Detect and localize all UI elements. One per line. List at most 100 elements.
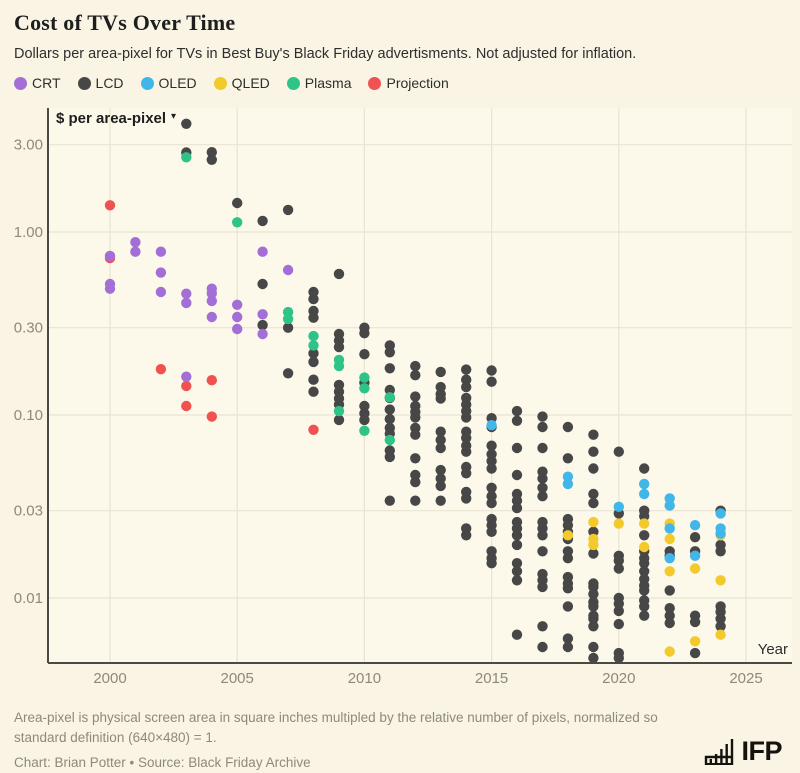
data-point-plasma[interactable] — [333, 360, 345, 372]
data-point-plasma[interactable] — [232, 217, 243, 228]
data-point-oled[interactable] — [486, 420, 497, 431]
data-point-lcd[interactable] — [410, 360, 421, 372]
data-point-qled[interactable] — [689, 563, 701, 574]
data-point-lcd[interactable] — [511, 502, 523, 514]
data-point-oled[interactable] — [664, 523, 675, 534]
data-point-lcd[interactable] — [384, 404, 395, 415]
data-point-crt[interactable] — [257, 309, 268, 320]
data-point-lcd[interactable] — [435, 434, 446, 446]
data-point-lcd[interactable] — [181, 118, 192, 129]
data-point-crt[interactable] — [181, 288, 192, 299]
data-point-lcd[interactable] — [384, 495, 395, 506]
data-point-qled[interactable] — [664, 533, 675, 545]
data-point-lcd[interactable] — [461, 374, 472, 385]
data-point-lcd[interactable] — [562, 421, 574, 433]
data-point-qled[interactable] — [689, 636, 701, 647]
data-point-plasma[interactable] — [282, 313, 294, 325]
data-point-lcd[interactable] — [588, 548, 599, 559]
data-point-lcd[interactable] — [384, 451, 395, 463]
data-point-lcd[interactable] — [486, 526, 497, 537]
data-point-lcd[interactable] — [562, 583, 574, 594]
data-point-lcd[interactable] — [486, 558, 497, 569]
data-point-lcd[interactable] — [461, 468, 472, 479]
data-point-lcd[interactable] — [461, 381, 472, 393]
data-point-lcd[interactable] — [282, 204, 294, 216]
data-point-lcd[interactable] — [435, 426, 446, 437]
data-point-lcd[interactable] — [537, 641, 548, 653]
data-point-lcd[interactable] — [639, 511, 650, 522]
data-point-lcd[interactable] — [511, 442, 523, 454]
data-point-lcd[interactable] — [511, 495, 523, 506]
data-point-lcd[interactable] — [461, 412, 472, 423]
data-point-lcd[interactable] — [206, 147, 217, 158]
data-point-lcd[interactable] — [613, 618, 624, 630]
data-point-lcd[interactable] — [359, 400, 370, 412]
data-point-lcd[interactable] — [562, 553, 574, 564]
data-point-crt[interactable] — [155, 286, 167, 298]
data-point-lcd[interactable] — [257, 319, 268, 331]
data-point-plasma[interactable] — [359, 425, 370, 436]
data-point-lcd[interactable] — [232, 197, 243, 209]
data-point-lcd[interactable] — [588, 652, 599, 664]
data-point-lcd[interactable] — [613, 446, 624, 457]
data-point-oled[interactable] — [639, 478, 650, 490]
data-point-plasma[interactable] — [308, 330, 319, 342]
data-point-lcd[interactable] — [613, 652, 624, 664]
data-point-oled[interactable] — [689, 520, 701, 531]
data-point-lcd[interactable] — [613, 555, 624, 566]
data-point-proj[interactable] — [181, 380, 192, 392]
data-point-proj[interactable] — [155, 364, 167, 375]
data-point-qled[interactable] — [715, 575, 726, 586]
data-point-lcd[interactable] — [588, 446, 599, 457]
data-point-lcd[interactable] — [588, 463, 599, 474]
data-point-lcd[interactable] — [384, 384, 395, 396]
data-point-lcd[interactable] — [308, 386, 319, 397]
data-point-lcd[interactable] — [537, 411, 548, 422]
data-point-lcd[interactable] — [257, 278, 268, 290]
data-point-lcd[interactable] — [511, 575, 523, 586]
data-point-lcd[interactable] — [384, 413, 395, 425]
data-point-qled[interactable] — [588, 539, 599, 551]
data-point-lcd[interactable] — [588, 601, 599, 612]
data-point-lcd[interactable] — [308, 348, 319, 359]
data-point-qled[interactable] — [715, 629, 726, 640]
data-point-lcd[interactable] — [588, 526, 599, 537]
data-point-lcd[interactable] — [359, 414, 370, 426]
data-point-lcd[interactable] — [715, 621, 726, 632]
data-point-qled[interactable] — [664, 566, 675, 577]
data-point-lcd[interactable] — [537, 581, 548, 593]
data-point-lcd[interactable] — [435, 464, 446, 476]
data-point-lcd[interactable] — [562, 453, 574, 464]
data-point-lcd[interactable] — [486, 482, 497, 493]
data-point-qled[interactable] — [613, 518, 624, 529]
data-point-lcd[interactable] — [639, 585, 650, 596]
data-point-lcd[interactable] — [435, 480, 446, 492]
data-point-lcd[interactable] — [308, 293, 319, 305]
data-point-lcd[interactable] — [562, 641, 574, 653]
data-point-lcd[interactable] — [613, 605, 624, 617]
data-point-crt[interactable] — [130, 237, 141, 248]
data-point-lcd[interactable] — [461, 364, 472, 375]
data-point-lcd[interactable] — [537, 491, 548, 502]
data-point-oled[interactable] — [715, 508, 726, 519]
data-point-lcd[interactable] — [639, 566, 650, 577]
data-point-oled[interactable] — [613, 501, 624, 512]
data-point-crt[interactable] — [257, 246, 268, 257]
data-point-oled[interactable] — [664, 493, 675, 504]
data-point-lcd[interactable] — [511, 558, 523, 569]
data-point-lcd[interactable] — [689, 647, 701, 659]
data-point-lcd[interactable] — [689, 616, 701, 628]
data-point-lcd[interactable] — [410, 370, 421, 381]
data-point-lcd[interactable] — [588, 641, 599, 653]
data-point-lcd[interactable] — [486, 365, 497, 376]
data-point-lcd[interactable] — [588, 497, 599, 509]
data-point-lcd[interactable] — [588, 488, 599, 500]
data-point-lcd[interactable] — [639, 463, 650, 474]
data-point-lcd[interactable] — [435, 495, 446, 506]
data-point-lcd[interactable] — [588, 588, 599, 600]
data-point-lcd[interactable] — [486, 497, 497, 509]
data-point-plasma[interactable] — [359, 383, 370, 394]
data-point-lcd[interactable] — [639, 530, 650, 541]
data-point-crt[interactable] — [206, 311, 217, 323]
data-point-crt[interactable] — [104, 283, 116, 294]
